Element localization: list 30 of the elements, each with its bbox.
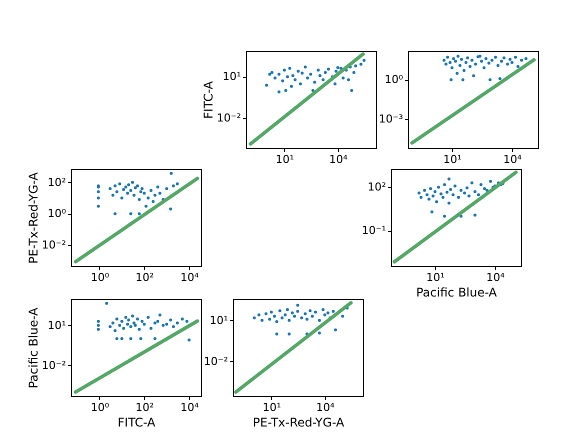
y-tick-label: 10⁻¹ (362, 224, 386, 238)
x-tick-label: 10¹ (276, 153, 294, 166)
y-tick-label: 10⁻² (216, 112, 241, 125)
x-tick-label: 10¹ (262, 401, 282, 414)
x-tick-label: 10⁴ (316, 401, 336, 414)
y-axis-title: Pacific Blue-A (26, 306, 40, 388)
x-axis-title: PE-Tx-Red-YG-A (252, 416, 345, 430)
y-axis-title: PE-Tx-Red-YG-A (26, 172, 40, 264)
y-tick-label: 10⁻² (42, 358, 66, 372)
x-tick-label: 10² (136, 271, 154, 284)
y-axis-title: FITC-A (202, 80, 216, 119)
y-tick-label: 10⁻² (42, 238, 66, 252)
x-axis-title: FITC-A (118, 416, 156, 430)
x-tick-label: 10⁴ (503, 153, 522, 166)
y-tick-label: 10⁰ (48, 207, 67, 220)
x-tick-label: 10⁰ (90, 401, 110, 414)
x-tick-label: 10¹ (426, 271, 445, 284)
y-tick-label: 10⁻³ (378, 112, 403, 126)
y-tick-label: 10⁻² (204, 354, 228, 368)
x-tick-label: 10⁰ (90, 271, 110, 284)
y-tick-label: 10¹ (48, 318, 66, 332)
x-axis-title: Pacific Blue-A (416, 286, 498, 300)
y-tick-label: 10² (48, 176, 66, 189)
x-tick-label: 10⁴ (329, 153, 348, 166)
x-tick-label: 10⁴ (180, 401, 200, 414)
x-tick-label: 10⁴ (180, 271, 200, 284)
x-tick-label: 10¹ (443, 153, 462, 166)
x-tick-label: 10⁴ (486, 271, 506, 284)
y-tick-label: 10¹ (210, 314, 228, 327)
x-tick-label: 10² (136, 401, 154, 414)
